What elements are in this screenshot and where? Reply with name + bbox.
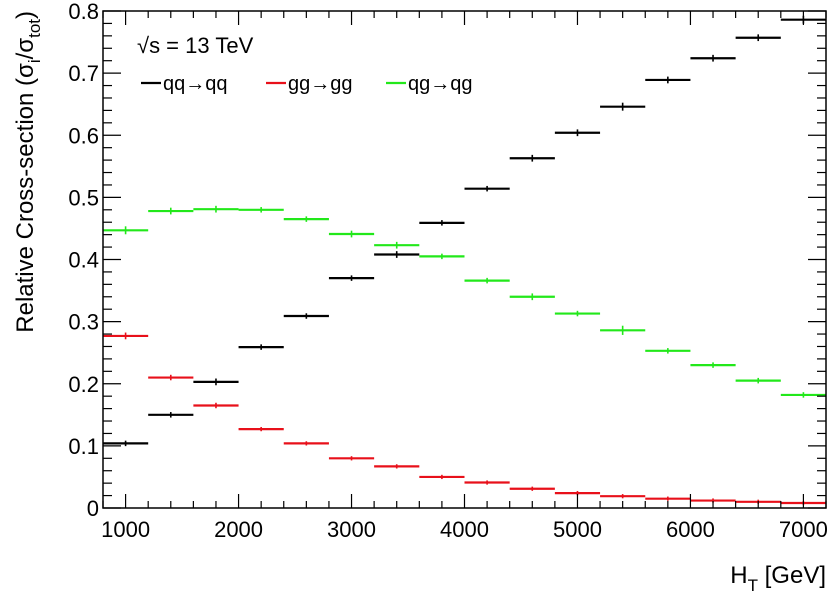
y-tick-label-5: 0.5 (68, 185, 99, 210)
y-tick-label-4: 0.4 (68, 248, 99, 273)
chart-marks (103, 15, 826, 506)
y-tick-label-6: 0.6 (68, 123, 99, 148)
y-tick-label-3: 0.3 (68, 310, 99, 335)
x-tick-label-3000: 3000 (327, 517, 376, 542)
y-tick-label-7: 0.7 (68, 61, 99, 86)
y-axis-label-prefix: Relative Cross-section (σ (12, 63, 39, 333)
x-tick-label-5000: 5000 (553, 517, 602, 542)
x-tick-label-1000: 1000 (101, 517, 150, 542)
axis-ticks (102, 10, 827, 509)
x-axis-label-main: H (730, 562, 747, 589)
x-axis-label: HT [GeV] (730, 562, 826, 595)
legend-label-qq-to-qq: qq→qq (163, 73, 228, 95)
y-axis-label-suffix: ) (12, 11, 39, 19)
y-tick-label-2: 0.2 (68, 372, 99, 397)
y-axis-label: Relative Cross-section (σi/σtot) (12, 11, 44, 333)
y-tick-label-1: 0.1 (68, 434, 99, 459)
x-axis-label-unit: [GeV] (758, 562, 826, 589)
legend-label-qg-to-qg: qg→qg (408, 73, 473, 95)
x-tick-label-2000: 2000 (214, 517, 263, 542)
energy-annotation: √s = 13 TeV (137, 33, 254, 58)
y-tick-label-0: 0 (87, 496, 99, 521)
x-tick-label-6000: 6000 (666, 517, 715, 542)
y-axis-label-subscript-tot: tot (25, 19, 44, 38)
x-tick-label-4000: 4000 (440, 517, 489, 542)
legend: qq→qq gg→gg qg→qg (141, 73, 473, 95)
y-tick-label-8: 0.8 (68, 0, 99, 24)
y-axis-label-mid: /σ (12, 38, 39, 60)
legend-label-gg-to-gg: gg→gg (288, 73, 353, 95)
axis-tick-labels: 1000 2000 3000 4000 5000 6000 7000 0 0.1 0.2 0.3 0.… (68, 0, 827, 542)
x-axis-label-subscript: T (748, 576, 758, 595)
y-axis-label-subscript-i: i (25, 59, 44, 63)
x-tick-label-7000: 7000 (779, 517, 828, 542)
